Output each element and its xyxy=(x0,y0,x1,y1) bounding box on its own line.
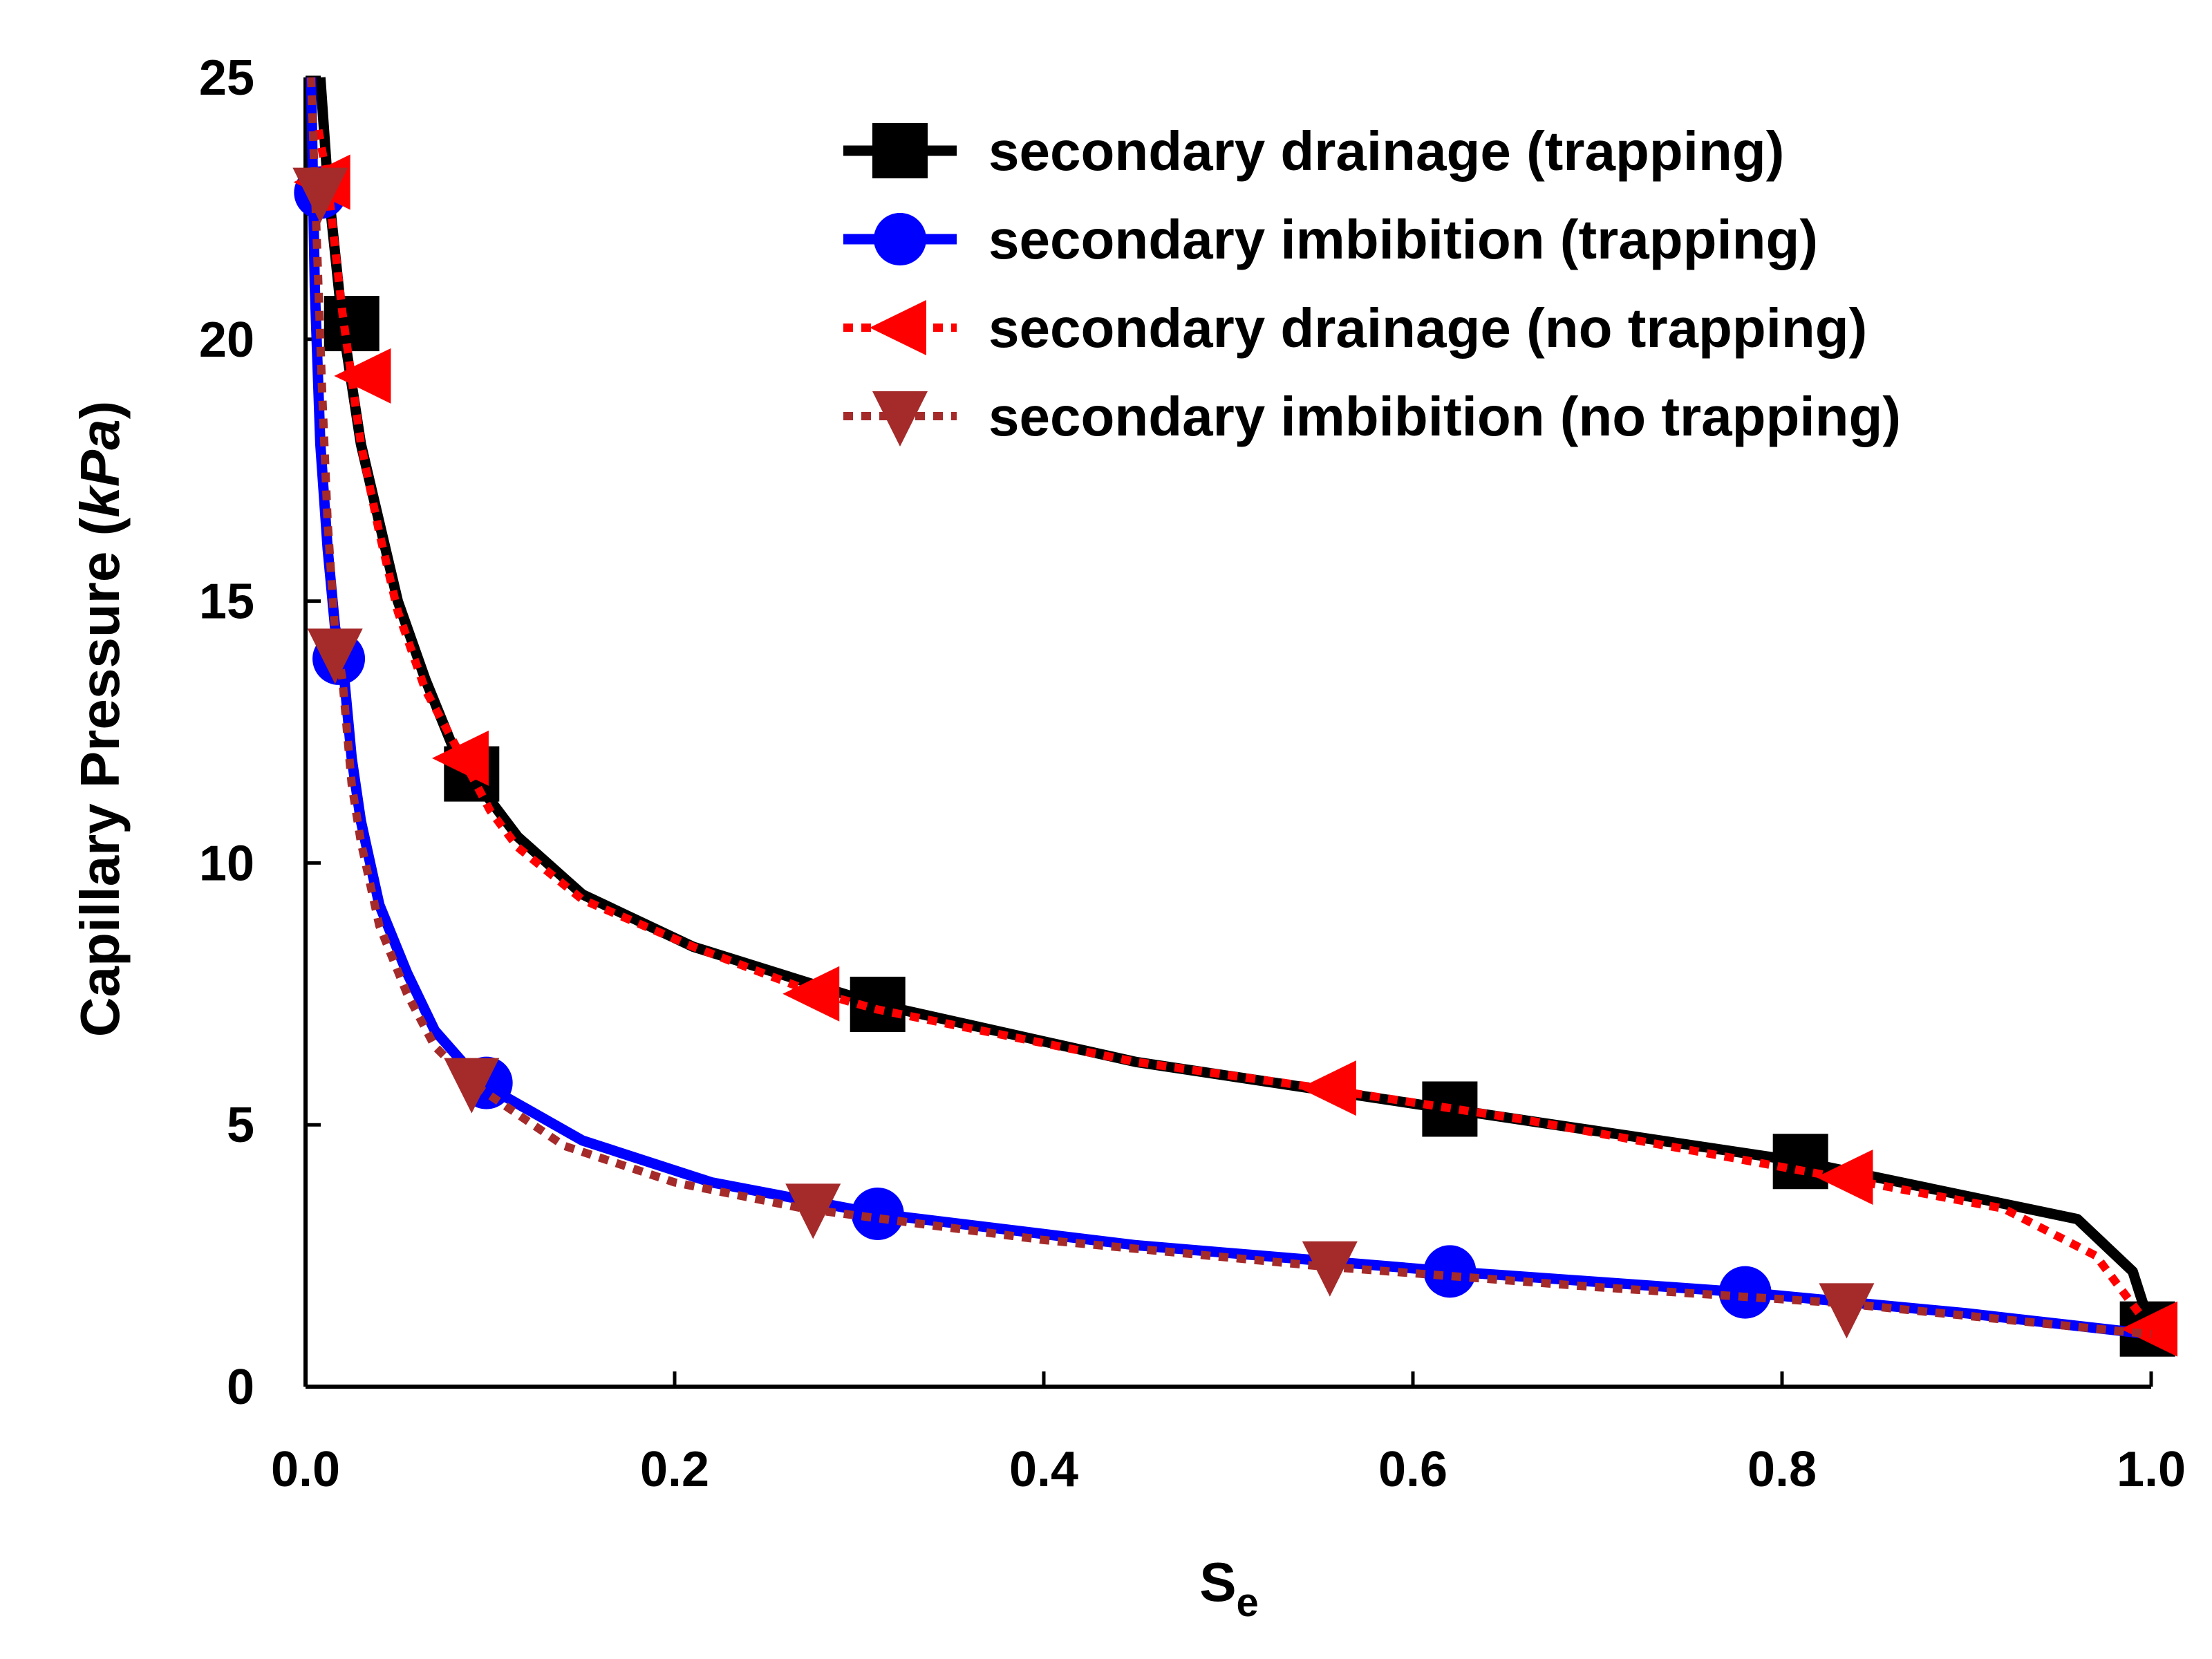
legend-entry-4: secondary imbibition (no trapping) xyxy=(843,386,1901,447)
data-point xyxy=(1816,1149,1873,1205)
data-point xyxy=(444,1058,500,1114)
y-tick-label: 15 xyxy=(199,574,254,630)
legend: secondary drainage (trapping) secondary i… xyxy=(843,120,1901,447)
data-point xyxy=(1423,1245,1477,1298)
y-axis-title: Capillary Pressure (kPa) xyxy=(69,401,131,1037)
legend-entry-3: secondary drainage (no trapping) xyxy=(843,297,1867,359)
data-point xyxy=(1819,1283,1875,1339)
legend-marker xyxy=(872,123,928,178)
axes: 0.0 0.2 0.4 0.6 0.8 1.0 0 5 10 15 20 25 xyxy=(199,50,2186,1497)
data-point xyxy=(292,167,348,223)
x-axis-title: Se xyxy=(1199,1551,1259,1625)
legend-marker xyxy=(874,213,926,265)
y-tick-label: 5 xyxy=(227,1098,254,1153)
data-point xyxy=(782,966,840,1022)
data-point xyxy=(334,348,391,404)
data-point xyxy=(1299,1060,1356,1116)
legend-label: secondary drainage (trapping) xyxy=(988,120,1784,182)
y-tick-label: 10 xyxy=(199,836,254,891)
data-point xyxy=(1302,1241,1358,1297)
x-tick-label: 1.0 xyxy=(2117,1442,2186,1497)
data-point xyxy=(307,628,363,684)
series-layer xyxy=(292,77,2177,1357)
y-tick-label: 0 xyxy=(227,1360,254,1415)
series-line xyxy=(307,77,2152,1339)
legend-entry-2: secondary imbibition (trapping) xyxy=(843,209,1818,270)
data-point xyxy=(1718,1266,1772,1319)
series-line xyxy=(314,129,2155,1332)
x-tick-label: 0.8 xyxy=(1747,1442,1817,1497)
x-tick-label: 0.0 xyxy=(271,1442,340,1497)
data-point xyxy=(431,730,489,786)
y-tick-label: 25 xyxy=(199,50,254,106)
series-3 xyxy=(293,129,2177,1357)
data-point xyxy=(2121,1301,2177,1357)
legend-entry-1: secondary drainage (trapping) xyxy=(843,120,1784,182)
legend-label: secondary imbibition (no trapping) xyxy=(988,386,1901,447)
data-point xyxy=(851,1187,904,1240)
data-point xyxy=(785,1183,841,1239)
x-tick-label: 0.6 xyxy=(1378,1442,1447,1497)
legend-marker xyxy=(872,391,928,447)
legend-label: secondary drainage (no trapping) xyxy=(988,297,1867,359)
x-tick-label: 0.4 xyxy=(1009,1442,1078,1497)
series-line xyxy=(306,77,2152,1340)
data-point xyxy=(1772,1134,1828,1190)
legend-label: secondary imbibition (trapping) xyxy=(988,209,1818,270)
x-tick-label: 0.2 xyxy=(640,1442,709,1497)
data-point xyxy=(324,296,379,352)
series-4 xyxy=(292,77,2152,1339)
legend-marker xyxy=(870,300,926,355)
y-tick-label: 20 xyxy=(199,312,254,368)
